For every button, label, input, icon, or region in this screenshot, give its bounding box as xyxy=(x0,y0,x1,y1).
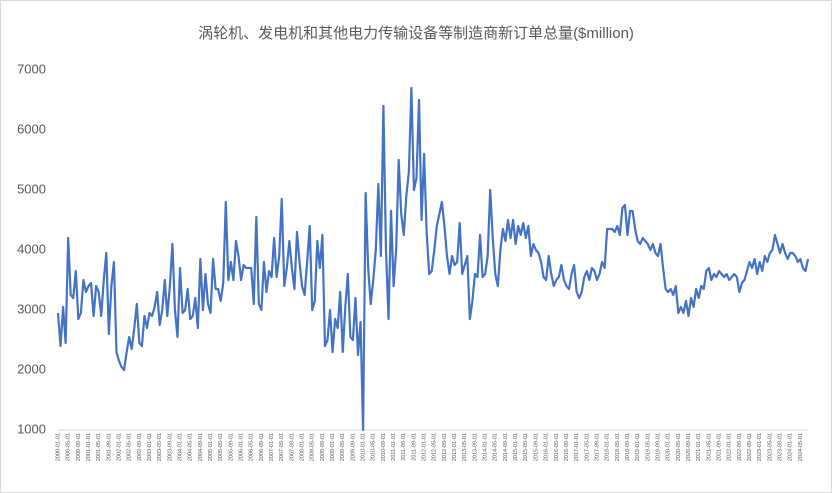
x-tick-label: 2016-05-01 xyxy=(554,433,560,461)
x-tick-label: 2010-09-01 xyxy=(381,433,387,461)
x-tick-label: 2005-09-01 xyxy=(228,433,234,461)
x-tick-label: 2021-05-01 xyxy=(706,433,712,461)
x-tick-label: 2018-01-01 xyxy=(605,433,611,461)
x-tick-label: 2015-05-01 xyxy=(523,433,529,461)
x-tick-label: 2008-05-01 xyxy=(310,433,316,461)
x-tick-label: 2007-09-01 xyxy=(289,433,295,461)
x-tick-label: 2013-05-01 xyxy=(462,433,468,461)
x-tick-label: 2021-09-01 xyxy=(716,433,722,461)
x-tick-label: 2015-01-01 xyxy=(513,433,519,461)
x-tick-label: 2018-09-01 xyxy=(625,433,631,461)
x-tick-label: 2002-09-01 xyxy=(137,433,143,461)
x-tick-label: 2005-01-01 xyxy=(208,433,214,461)
x-tick-label: 2000-09-01 xyxy=(76,433,82,461)
x-tick-label: 2012-01-01 xyxy=(422,433,428,461)
x-tick-label: 2022-01-01 xyxy=(727,433,733,461)
x-tick-label: 2020-05-01 xyxy=(676,433,682,461)
x-tick-label: 2001-09-01 xyxy=(106,433,112,461)
x-tick-label: 2001-05-01 xyxy=(96,433,102,461)
x-tick-label: 2011-01-01 xyxy=(391,433,397,461)
x-tick-label: 2019-09-01 xyxy=(655,433,661,461)
x-tick-label: 2020-01-01 xyxy=(666,433,672,461)
x-tick-label: 2006-01-01 xyxy=(239,433,245,461)
x-tick-label: 2024-01-01 xyxy=(788,433,794,461)
x-tick-label: 2004-09-01 xyxy=(198,433,204,461)
y-tick-label: 5000 xyxy=(17,181,46,196)
x-tick-label: 2018-05-01 xyxy=(615,433,621,461)
x-tick-label: 2023-01-01 xyxy=(757,433,763,461)
x-tick-label: 2009-05-01 xyxy=(340,433,346,461)
x-tick-label: 2014-09-01 xyxy=(503,433,509,461)
x-tick-label: 2011-09-01 xyxy=(411,433,417,461)
data-line xyxy=(56,86,810,432)
y-tick-label: 6000 xyxy=(17,121,46,136)
x-tick-label: 2024-05-01 xyxy=(798,433,804,461)
x-tick-label: 2002-05-01 xyxy=(127,433,133,461)
x-tick-label: 2019-05-01 xyxy=(645,433,651,461)
x-tick-label: 2012-05-01 xyxy=(432,433,438,461)
x-tick-label: 2003-01-01 xyxy=(147,433,153,461)
x-tick-label: 2017-01-01 xyxy=(574,433,580,461)
x-tick-label: 2013-01-01 xyxy=(452,433,458,461)
x-tick-label: 2000-05-01 xyxy=(66,433,72,461)
x-tick-label: 2023-05-01 xyxy=(767,433,773,461)
x-tick-label: 2002-01-01 xyxy=(116,433,122,461)
x-tick-label: 2004-05-01 xyxy=(188,433,194,461)
x-tick-label: 2004-01-01 xyxy=(177,433,183,461)
y-tick-label: 7000 xyxy=(17,61,46,76)
x-tick-label: 2016-01-01 xyxy=(544,433,550,461)
y-tick-label: 3000 xyxy=(17,301,46,316)
x-tick-label: 2022-09-01 xyxy=(747,433,753,461)
x-tick-label: 2001-01-01 xyxy=(86,433,92,461)
x-tick-label: 2013-09-01 xyxy=(472,433,478,461)
x-tick-label: 2005-05-01 xyxy=(218,433,224,461)
x-tick-label: 2014-01-01 xyxy=(483,433,489,461)
x-tick-label: 2020-09-01 xyxy=(686,433,692,461)
x-tick-label: 2007-01-01 xyxy=(269,433,275,461)
y-tick-label: 4000 xyxy=(17,241,46,256)
x-tick-label: 2003-05-01 xyxy=(157,433,163,461)
x-tick-label: 2012-09-01 xyxy=(442,433,448,461)
x-tick-label: 2017-09-01 xyxy=(594,433,600,461)
x-tick-label: 2006-05-01 xyxy=(249,433,255,461)
x-tick-label: 2011-05-01 xyxy=(401,433,407,461)
x-tick-label: 2003-09-01 xyxy=(167,433,173,461)
x-tick-label: 2019-01-01 xyxy=(635,433,641,461)
x-tick-label: 2021-01-01 xyxy=(696,433,702,461)
y-tick-label: 1000 xyxy=(17,421,46,436)
x-tick-label: 2010-01-01 xyxy=(361,433,367,461)
x-tick-label: 2009-01-01 xyxy=(330,433,336,461)
y-tick-label: 2000 xyxy=(17,361,46,376)
x-tick-label: 2007-05-01 xyxy=(279,433,285,461)
chart-title: 涡轮机、发电机和其他电力传输设备等制造商新订单总量($million) xyxy=(198,24,634,42)
x-tick-label: 2000-01-01 xyxy=(55,433,61,461)
x-tick-label: 2016-09-01 xyxy=(564,433,570,461)
x-tick-label: 2009-09-01 xyxy=(350,433,356,461)
x-tick-label: 2017-05-01 xyxy=(584,433,590,461)
x-tick-label: 2022-05-01 xyxy=(737,433,743,461)
x-tick-label: 2014-05-01 xyxy=(493,433,499,461)
x-tick-label: 2008-01-01 xyxy=(300,433,306,461)
x-tick-label: 2023-09-01 xyxy=(777,433,783,461)
x-tick-label: 2010-05-01 xyxy=(371,433,377,461)
x-tick-label: 2015-09-01 xyxy=(533,433,539,461)
x-tick-label: 2006-09-01 xyxy=(259,433,265,461)
x-tick-label: 2008-09-01 xyxy=(320,433,326,461)
